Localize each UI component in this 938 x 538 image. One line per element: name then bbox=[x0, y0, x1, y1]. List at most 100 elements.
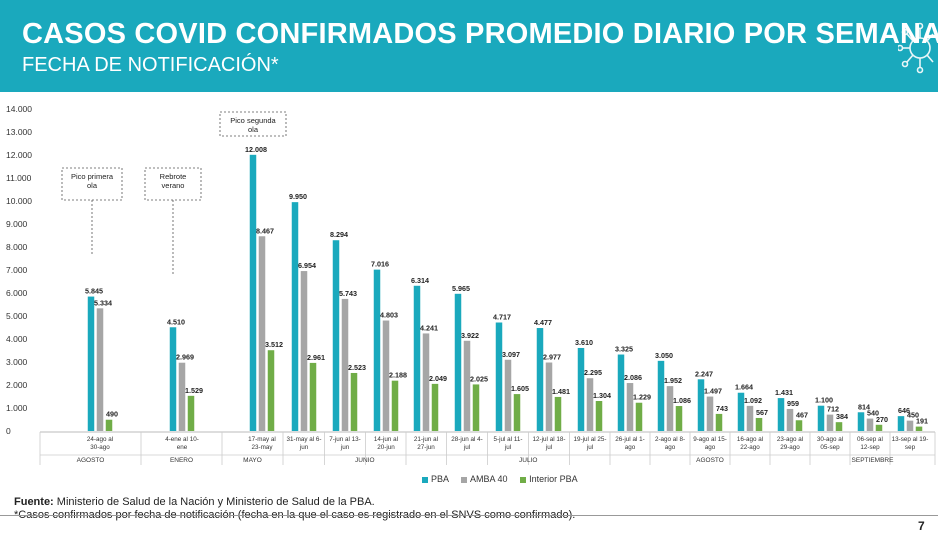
bar bbox=[382, 320, 390, 431]
y-tick-label: 3.000 bbox=[6, 357, 28, 367]
bar bbox=[536, 328, 544, 431]
bar bbox=[915, 426, 923, 431]
data-label: 712 bbox=[827, 405, 839, 414]
x-tick-label: ago bbox=[665, 444, 676, 451]
legend-swatch-pba bbox=[422, 476, 428, 483]
data-label: 2.025 bbox=[470, 374, 488, 383]
x-tick-label: 29-ago bbox=[780, 444, 800, 451]
x-tick-label: 23-may bbox=[252, 444, 274, 451]
data-label: 1.229 bbox=[633, 393, 651, 402]
data-label: 5.334 bbox=[94, 298, 112, 307]
bar bbox=[87, 296, 95, 431]
x-tick-label: jul bbox=[545, 444, 552, 451]
month-label: AGOSTO bbox=[77, 457, 105, 464]
x-tick-label: 4-ene al 10- bbox=[165, 436, 199, 443]
x-tick-label: 28-jun al 4- bbox=[451, 436, 483, 443]
data-label: 3.610 bbox=[575, 338, 593, 347]
source-text: Ministerio de Salud de la Nación y Minis… bbox=[53, 496, 375, 508]
data-label: 1.431 bbox=[775, 388, 793, 397]
bar bbox=[463, 340, 471, 431]
data-label: 2.961 bbox=[307, 353, 325, 362]
source-label: Fuente: bbox=[14, 496, 54, 508]
x-tick-label: jun bbox=[340, 444, 350, 451]
data-label: 2.247 bbox=[695, 369, 713, 378]
bar bbox=[666, 386, 674, 431]
data-label: 743 bbox=[716, 404, 728, 413]
data-label: 814 bbox=[858, 402, 870, 411]
header-banner: CASOS COVID CONFIRMADOS PROMEDIO DIARIO … bbox=[0, 0, 938, 92]
data-label: 1.664 bbox=[735, 383, 753, 392]
legend-label-amba: AMBA 40 bbox=[470, 474, 508, 484]
bar bbox=[875, 424, 883, 431]
data-label: 1.497 bbox=[704, 387, 722, 396]
bar bbox=[169, 327, 177, 431]
bar bbox=[795, 420, 803, 431]
bar bbox=[586, 378, 594, 431]
y-tick-label: 0 bbox=[6, 426, 11, 436]
data-label: 2.523 bbox=[348, 363, 366, 372]
x-tick-label: 17-may al bbox=[248, 436, 276, 443]
bar bbox=[897, 416, 905, 431]
bar bbox=[697, 379, 705, 431]
data-label: 4.803 bbox=[380, 311, 398, 320]
bar bbox=[906, 420, 914, 431]
x-tick-label: 31-may al 6- bbox=[287, 436, 322, 443]
x-tick-label: 14-jun al bbox=[374, 436, 398, 443]
bar bbox=[746, 405, 754, 431]
x-tick-label: sep bbox=[905, 444, 916, 451]
x-tick-label: 12-jul al 18- bbox=[533, 436, 566, 443]
bar bbox=[755, 417, 763, 431]
data-label: 540 bbox=[867, 409, 879, 418]
x-tick-label: 24-ago al bbox=[87, 436, 113, 443]
bar bbox=[577, 347, 585, 431]
bar-chart: 0 1.000 2.000 3.000 4.000 5.000 6.000 7.000 8.00… bbox=[6, 104, 936, 465]
data-label: 1.529 bbox=[185, 386, 203, 395]
legend-label-interior: Interior PBA bbox=[529, 474, 578, 484]
x-tick-label: 26-jul al 1- bbox=[615, 436, 644, 443]
data-label: 450 bbox=[907, 411, 919, 420]
x-tick-label: jul bbox=[586, 444, 593, 451]
legend-swatch-interior bbox=[520, 476, 527, 483]
data-label: 5.845 bbox=[85, 287, 103, 296]
data-label: 12.008 bbox=[245, 145, 267, 154]
x-tick-label: 20-jun bbox=[377, 444, 395, 451]
bar bbox=[657, 360, 665, 431]
page-footer-bar bbox=[0, 515, 938, 538]
bar bbox=[513, 394, 521, 431]
legend-label-pba: PBA bbox=[431, 474, 449, 484]
bar bbox=[96, 308, 104, 431]
x-tick-label: 16-ago al bbox=[737, 436, 763, 443]
data-label: 567 bbox=[756, 408, 768, 417]
data-label: 4.241 bbox=[420, 323, 438, 332]
data-label: 490 bbox=[106, 410, 118, 419]
annotation-box bbox=[219, 111, 287, 137]
y-tick-label: 2.000 bbox=[6, 380, 28, 390]
data-label: 9.950 bbox=[289, 192, 307, 201]
x-tick-label: 30-ago al bbox=[817, 436, 843, 443]
x-tick-label: 13-sep al 19- bbox=[892, 436, 929, 443]
bar bbox=[431, 383, 439, 431]
y-tick-label: 10.000 bbox=[6, 196, 32, 206]
data-label: 2.295 bbox=[584, 368, 602, 377]
annotation-text: Pico primera bbox=[71, 172, 114, 181]
y-tick-label: 8.000 bbox=[6, 242, 28, 252]
data-label: 3.325 bbox=[615, 345, 633, 354]
bar bbox=[291, 202, 299, 431]
data-label: 3.922 bbox=[461, 331, 479, 340]
y-tick-label: 11.000 bbox=[6, 173, 32, 183]
data-label: 7.016 bbox=[371, 260, 389, 269]
x-tick-label: 23-ago al bbox=[777, 436, 803, 443]
bar bbox=[635, 402, 643, 431]
bar bbox=[413, 285, 421, 431]
data-label: 1.304 bbox=[593, 391, 611, 400]
bar bbox=[178, 362, 186, 431]
data-label: 4.510 bbox=[167, 317, 185, 326]
x-tick-label: 21-jun al bbox=[414, 436, 438, 443]
x-tick-label: 22-ago bbox=[740, 444, 760, 451]
bar bbox=[495, 322, 503, 431]
page-title: CASOS COVID CONFIRMADOS PROMEDIO DIARIO … bbox=[22, 18, 938, 50]
data-label: 4.477 bbox=[534, 318, 552, 327]
annotation-text: verano bbox=[162, 181, 185, 190]
month-label: JUNIO bbox=[355, 457, 375, 464]
data-label: 191 bbox=[916, 417, 928, 426]
